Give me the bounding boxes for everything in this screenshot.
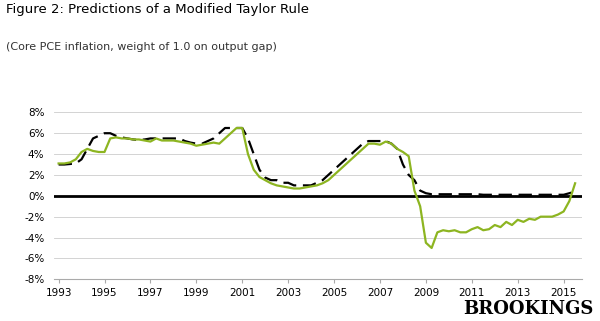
Actual Fed Funds Rate [55,162,62,166]
Actual Fed Funds Rate [479,193,487,197]
Taylor Rule Using Core PCE Inflation [118,136,125,140]
Actual Fed Funds Rate [566,191,573,195]
Actual Fed Funds Rate [118,135,125,139]
Line: Taylor Rule Using Core PCE Inflation: Taylor Rule Using Core PCE Inflation [59,128,575,248]
Actual Fed Funds Rate [176,136,183,140]
Text: BROOKINGS: BROOKINGS [464,300,594,318]
Actual Fed Funds Rate [503,193,510,197]
Text: (Core PCE inflation, weight of 1.0 on output gap): (Core PCE inflation, weight of 1.0 on ou… [6,42,277,52]
Taylor Rule Using Core PCE Inflation [233,126,240,130]
Line: Actual Fed Funds Rate: Actual Fed Funds Rate [59,128,575,195]
Taylor Rule Using Core PCE Inflation [176,140,183,143]
Text: Figure 2: Predictions of a Modified Taylor Rule: Figure 2: Predictions of a Modified Tayl… [6,3,309,16]
Actual Fed Funds Rate [221,126,229,130]
Taylor Rule Using Core PCE Inflation [428,246,435,250]
Taylor Rule Using Core PCE Inflation [187,142,194,145]
Taylor Rule Using Core PCE Inflation [566,199,573,203]
Actual Fed Funds Rate [187,141,194,144]
Taylor Rule Using Core PCE Inflation [359,147,367,151]
Taylor Rule Using Core PCE Inflation [55,161,62,165]
Taylor Rule Using Core PCE Inflation [572,181,579,185]
Actual Fed Funds Rate [572,190,579,194]
Taylor Rule Using Core PCE Inflation [503,220,510,224]
Actual Fed Funds Rate [359,142,367,145]
